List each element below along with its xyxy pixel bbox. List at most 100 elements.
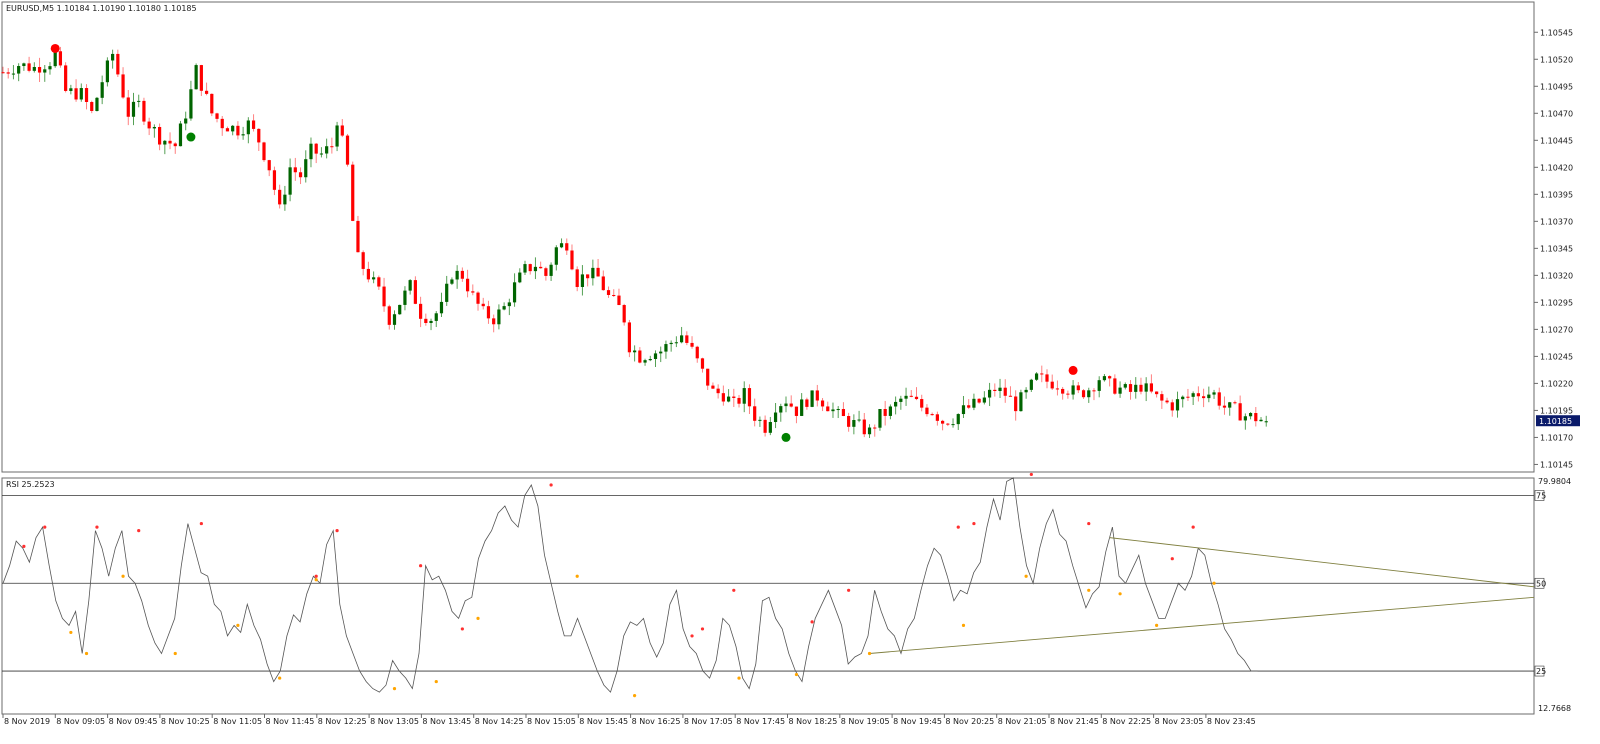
price-tick-label: 1.10470 xyxy=(1540,109,1573,118)
bearish-candle xyxy=(460,270,464,279)
rsi-trough-marker xyxy=(575,574,579,578)
bearish-candle xyxy=(690,342,694,347)
bullish-candle xyxy=(888,406,892,416)
bearish-candle xyxy=(382,286,386,307)
time-tick-label: 8 Nov 10:25 xyxy=(161,717,210,726)
rsi-trough-marker xyxy=(121,574,125,578)
bearish-candle xyxy=(909,395,913,397)
bullish-candle xyxy=(518,272,522,283)
time-tick-label: 8 Nov 14:25 xyxy=(475,717,524,726)
bearish-candle xyxy=(377,277,381,287)
bullish-candle xyxy=(69,88,73,91)
bearish-candle xyxy=(492,318,496,325)
time-tick-label: 8 Nov 20:25 xyxy=(945,717,994,726)
price-tick-label: 1.10320 xyxy=(1540,271,1573,280)
bearish-candle xyxy=(883,409,887,416)
bearish-candle xyxy=(84,88,89,103)
bearish-candle xyxy=(601,276,605,291)
bullish-candle xyxy=(429,320,433,323)
bearish-candle xyxy=(1092,390,1096,392)
bearish-candle xyxy=(794,406,799,416)
bullish-candle xyxy=(1097,380,1101,391)
bullish-candle xyxy=(779,406,783,413)
bearish-candle xyxy=(90,102,94,111)
bearish-candle xyxy=(158,126,162,145)
price-tick-label: 1.10520 xyxy=(1540,55,1573,64)
bearish-candle xyxy=(1045,374,1049,382)
rsi-trough-marker xyxy=(434,679,438,684)
bullish-candle xyxy=(241,134,245,136)
current-price-badge: 1.10185 xyxy=(1536,415,1580,427)
bearish-candle xyxy=(471,291,475,293)
rsi-max-label: 79.9804 xyxy=(1538,477,1571,486)
bearish-candle xyxy=(199,65,203,91)
bearish-candle xyxy=(721,393,725,402)
rsi-peak-marker xyxy=(1170,557,1174,561)
bullish-candle xyxy=(1243,416,1247,421)
bullish-candle xyxy=(408,280,412,291)
bearish-candle xyxy=(168,140,172,144)
bullish-candle xyxy=(95,97,99,111)
rsi-trough-marker xyxy=(633,694,637,698)
bullish-candle xyxy=(867,427,872,435)
bearish-candle xyxy=(225,128,230,132)
time-tick-label: 8 Nov 19:05 xyxy=(841,717,890,726)
bullish-candle xyxy=(836,409,840,411)
rsi-trendline xyxy=(1109,537,1535,588)
bearish-candle xyxy=(732,396,736,398)
bullish-candle xyxy=(184,118,188,124)
rsi-level-box xyxy=(1534,665,1545,677)
bullish-candle xyxy=(1212,392,1216,395)
time-tick-label: 8 Nov 23:05 xyxy=(1155,717,1204,726)
bearish-candle xyxy=(914,396,919,400)
bullish-candle xyxy=(11,73,16,75)
bearish-candle xyxy=(1238,403,1242,421)
bearish-candle xyxy=(37,66,42,73)
bearish-candle xyxy=(711,385,715,389)
bearish-candle xyxy=(993,389,997,392)
bullish-candle xyxy=(951,424,955,426)
bearish-candle xyxy=(262,142,266,161)
rsi-line-series xyxy=(2,477,1258,693)
bullish-candle xyxy=(398,304,402,315)
bearish-candle xyxy=(58,51,63,66)
bearish-candle xyxy=(173,143,177,147)
bearish-candle xyxy=(121,74,125,98)
bearish-candle xyxy=(1081,390,1086,398)
bullish-candle xyxy=(1259,419,1263,422)
bullish-candle xyxy=(1024,389,1028,393)
bullish-candle xyxy=(1087,390,1091,398)
bearish-candle xyxy=(638,350,642,363)
bearish-candle xyxy=(147,121,151,129)
bearish-candle xyxy=(6,72,10,74)
candlestick-series xyxy=(1,46,1268,439)
bullish-candle xyxy=(1264,421,1268,423)
bullish-candle xyxy=(878,409,882,428)
bearish-candle xyxy=(345,135,350,165)
bullish-candle xyxy=(591,267,595,279)
rsi-peak-marker xyxy=(460,627,464,631)
rsi-trough-marker xyxy=(69,630,73,635)
rsi-peak-marker xyxy=(732,588,736,592)
bullish-candle xyxy=(664,344,668,352)
rsi-peak-marker xyxy=(956,525,960,529)
bearish-candle xyxy=(570,250,574,270)
bearish-candle xyxy=(116,53,120,75)
price-tick-label: 1.10495 xyxy=(1540,82,1573,91)
bullish-candle xyxy=(899,398,903,402)
buy-signal-dot xyxy=(186,132,196,142)
rsi-trough-marker xyxy=(737,676,741,680)
bearish-candle xyxy=(413,280,417,304)
time-tick-label: 8 Nov 13:05 xyxy=(370,717,419,726)
bullish-candle xyxy=(335,125,339,147)
bullish-candle xyxy=(972,398,976,408)
rsi-peak-marker xyxy=(22,544,26,548)
bullish-candle xyxy=(633,350,637,353)
bearish-candle xyxy=(64,65,68,91)
bullish-candle xyxy=(32,66,36,71)
bearish-candle xyxy=(1108,376,1112,379)
price-tick-label: 1.10370 xyxy=(1540,217,1573,226)
bullish-candle xyxy=(288,167,292,195)
bearish-candle xyxy=(586,274,590,279)
